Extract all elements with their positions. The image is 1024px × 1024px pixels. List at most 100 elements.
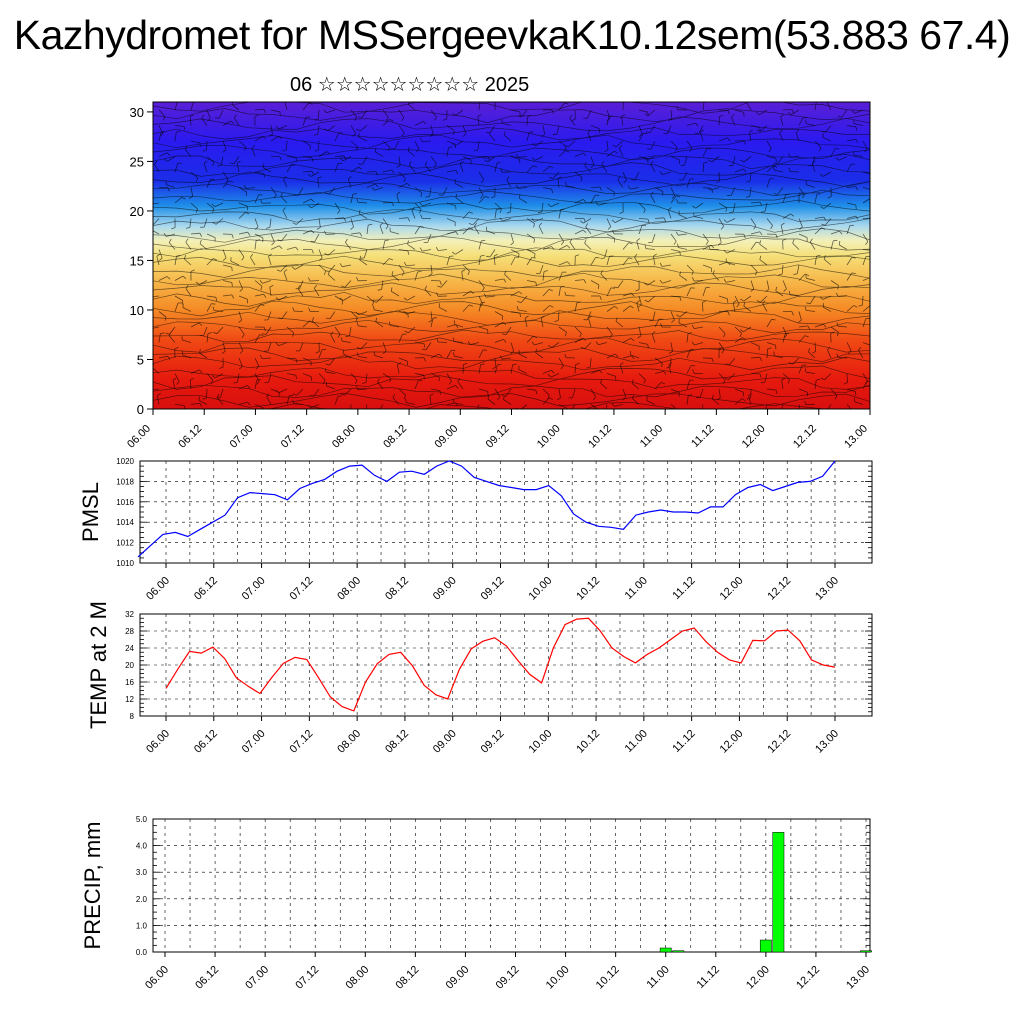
wind-barb-flag — [484, 159, 489, 163]
wind-barb-flag — [389, 378, 391, 383]
wind-barb — [182, 307, 192, 312]
wind-barb — [762, 303, 768, 312]
wind-barb-flag — [238, 319, 242, 323]
wind-barb — [862, 318, 867, 328]
wind-barb — [718, 295, 728, 300]
wind-barb-flag — [770, 225, 773, 230]
wind-barb — [391, 291, 400, 297]
wind-barb-flag — [871, 277, 874, 280]
wind-barb-flag — [700, 129, 704, 133]
wind-barb-flag — [611, 402, 615, 407]
wind-barb — [153, 218, 160, 226]
wind-barb — [222, 140, 227, 150]
x-tick-label: 11.12 — [689, 423, 716, 450]
wind-barb — [446, 324, 456, 328]
y-tick-label: 0.0 — [136, 948, 148, 957]
wind-barb-flag — [560, 365, 564, 370]
wind-barb — [406, 295, 416, 301]
wind-barb — [414, 380, 419, 390]
wind-barb-flag — [533, 165, 538, 168]
wind-barb-flag — [564, 353, 567, 358]
wind-barb-flag — [566, 412, 570, 413]
wind-barb — [734, 168, 744, 173]
wind-barb — [798, 187, 805, 195]
wind-barb — [254, 304, 261, 312]
streamline — [153, 127, 870, 141]
wind-barb-flag — [156, 393, 161, 397]
wind-barb-flag — [480, 100, 484, 101]
wind-barb-flag — [451, 349, 456, 352]
wind-barb — [743, 156, 752, 163]
wind-barb-flag — [599, 186, 602, 191]
wind-barb — [446, 140, 456, 145]
wind-barb — [478, 102, 481, 111]
wind-barb — [702, 264, 712, 269]
wind-barb — [558, 233, 565, 242]
wind-barb — [424, 164, 432, 173]
wind-barb — [216, 397, 224, 405]
wind-barb-flag — [229, 162, 234, 165]
wind-barb-flag — [307, 404, 311, 409]
wind-barb-flag — [643, 209, 646, 214]
wind-barb-flag — [499, 209, 502, 214]
wind-barb — [718, 342, 725, 351]
wind-barb — [382, 202, 393, 204]
wind-barb — [462, 227, 470, 235]
wind-barb-flag — [341, 285, 346, 288]
x-tick-label: 12.00 — [740, 423, 768, 451]
wind-barb-flag — [247, 385, 251, 389]
wind-barb — [588, 318, 592, 328]
wind-barb — [268, 373, 272, 383]
wind-barb-flag — [436, 338, 439, 343]
wind-barb-flag — [176, 254, 181, 257]
x-tick-label: 10.12 — [586, 423, 614, 451]
wind-barb — [734, 388, 744, 393]
wind-barb — [654, 371, 664, 374]
wind-barb — [686, 380, 690, 390]
wind-barb — [459, 163, 464, 173]
wind-barb — [503, 399, 512, 405]
wind-barb-flag — [377, 289, 382, 291]
wind-barb — [824, 373, 832, 381]
wind-barb — [478, 256, 481, 266]
wind-barb — [375, 321, 384, 328]
wind-barb — [254, 136, 263, 142]
wind-barb-flag — [566, 245, 571, 249]
y-tick-label: 1018 — [116, 477, 134, 486]
wind-barb-flag — [585, 223, 589, 228]
wind-barb — [526, 335, 534, 343]
wind-barb-flag — [628, 242, 633, 245]
wind-barb-flag — [172, 377, 177, 381]
wind-barb — [814, 227, 822, 235]
wind-barb — [542, 289, 550, 297]
wind-barb — [390, 231, 400, 235]
wind-barb — [190, 187, 194, 197]
wind-barb-flag — [217, 164, 222, 167]
wind-barb — [438, 249, 448, 251]
wind-barb — [414, 373, 424, 376]
wind-barb — [327, 249, 336, 256]
wind-barb — [184, 149, 192, 157]
wind-barb-flag — [622, 397, 627, 401]
wind-barb-flag — [693, 212, 695, 217]
wind-barb — [846, 186, 857, 188]
wind-barb-flag — [496, 208, 501, 210]
wind-barb-flag — [262, 163, 265, 168]
wind-barb-flag — [579, 333, 582, 338]
wind-barb — [153, 326, 160, 329]
wind-barb-flag — [817, 100, 821, 101]
wind-barb — [238, 357, 243, 367]
wind-barb-flag — [541, 133, 545, 137]
wind-barb — [254, 334, 260, 343]
wind-barb-flag — [396, 191, 401, 195]
wind-barb — [430, 264, 433, 274]
wind-barb-flag — [780, 222, 785, 226]
wind-barb-flag — [549, 165, 554, 169]
wind-barb — [478, 388, 488, 392]
y-tick-label: 10 — [130, 303, 144, 318]
wind-barb-flag — [225, 179, 229, 183]
wind-barb-flag — [495, 100, 499, 101]
wind-barb — [718, 388, 721, 398]
wind-barb — [774, 169, 784, 173]
wind-barb-flag — [212, 208, 215, 213]
